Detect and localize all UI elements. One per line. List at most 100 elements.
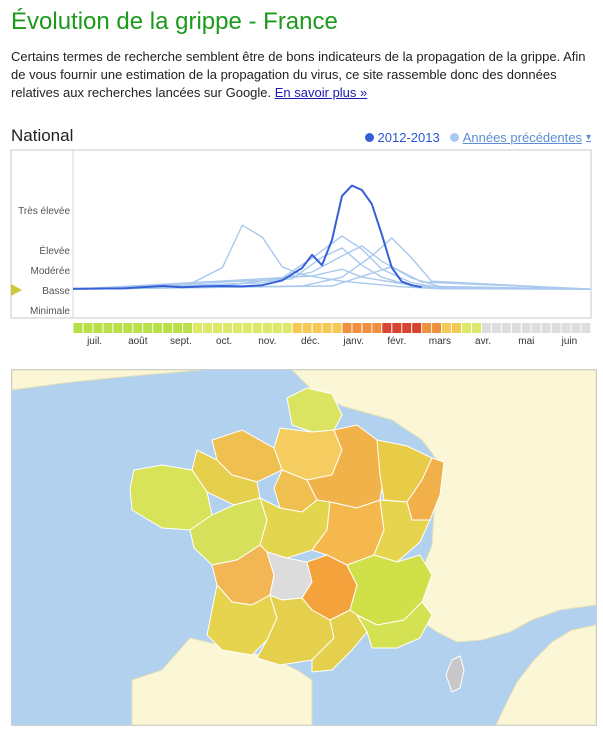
intensity-week (113, 323, 123, 333)
intensity-week (511, 323, 521, 333)
intensity-week (292, 323, 302, 333)
intensity-week (83, 323, 93, 333)
intensity-week (242, 323, 252, 333)
italy-land (495, 624, 596, 725)
legend-current-dot (364, 133, 374, 142)
region-languedoc-roussillon[interactable] (311, 609, 368, 673)
intensity-week (203, 323, 212, 333)
chart-frame (10, 149, 592, 319)
intensity-bar (73, 323, 591, 333)
region-corse[interactable] (445, 655, 465, 693)
intensity-week (183, 323, 193, 333)
intensity-week (501, 323, 511, 333)
legend-previous-dot (449, 133, 459, 142)
y-label: Minimale (30, 306, 70, 317)
intensity-week (232, 323, 242, 333)
x-label: oct. (216, 336, 232, 347)
intensity-week (412, 323, 422, 333)
intensity-week (462, 323, 471, 333)
intensity-week (352, 323, 362, 333)
learn-more-link[interactable]: En savoir plus » (274, 85, 368, 100)
previous-years-dropdown[interactable]: Années précédentes ▾ (449, 130, 591, 145)
intensity-week (73, 323, 83, 333)
x-label: janv. (342, 336, 363, 347)
intensity-week (93, 323, 103, 333)
intensity-week (392, 323, 402, 333)
intensity-week (163, 323, 173, 333)
previous-years-series (72, 224, 592, 290)
intensity-week (521, 323, 531, 333)
chart-plot-area (10, 149, 592, 319)
intensity-week (422, 323, 432, 333)
intensity-week (531, 323, 541, 333)
x-label: févr. (387, 336, 406, 347)
regions (129, 387, 465, 693)
england-land (12, 370, 203, 391)
intensity-week (312, 323, 322, 333)
y-label: Modérée (31, 266, 71, 277)
region-franche-comte[interactable] (373, 499, 431, 563)
legend-current: 2012-2013 (364, 130, 440, 145)
intensity-week (143, 323, 153, 333)
intensity-week (491, 323, 501, 333)
intensity-week (342, 323, 352, 333)
x-label: déc. (301, 336, 320, 347)
intensity-week (133, 323, 143, 333)
page-title: Évolution de la grippe - France (11, 8, 338, 35)
intensity-week (322, 323, 332, 333)
intensity-week (222, 323, 232, 333)
intensity-week (213, 323, 222, 333)
x-label: juil. (86, 336, 102, 347)
legend-previous-label: Années précédentes (462, 130, 582, 145)
chart-legend: 2012-2013 Années précédentes ▾ (364, 130, 591, 145)
chart-x-labels: juil. août sept. oct. nov. déc. janv. févr. mars… (86, 336, 577, 347)
national-title: National (11, 126, 74, 145)
intensity-week (472, 323, 481, 333)
intensity-week (193, 323, 202, 333)
intensity-week (581, 323, 591, 333)
y-label: Élevée (39, 244, 70, 257)
chart-y-labels: Très élevée Élevée Modérée Basse Minimale (18, 206, 70, 317)
previous-season-line (72, 266, 592, 290)
intensity-week (332, 323, 342, 333)
intensity-week (103, 323, 113, 333)
intensity-week (262, 323, 272, 333)
current-season-line (72, 184, 422, 290)
x-label: sept. (170, 336, 192, 347)
current-level-marker (11, 284, 22, 296)
x-label: juin (561, 336, 578, 347)
region-nord-pas-de-calais[interactable] (286, 387, 343, 433)
intensity-week (551, 323, 561, 333)
intro-text: Certains termes de recherche semblent êt… (11, 48, 596, 102)
intensity-week (432, 323, 442, 333)
x-label: avr. (475, 336, 491, 347)
x-label: août (128, 336, 148, 347)
intensity-week (252, 323, 262, 333)
intro-body: Certains termes de recherche semblent êt… (11, 49, 586, 100)
intensity-week (382, 323, 392, 333)
intensity-week (153, 323, 163, 333)
intensity-week (272, 323, 282, 333)
y-label: Basse (42, 286, 70, 297)
intensity-week (561, 323, 571, 333)
intensity-week (481, 323, 491, 333)
intensity-week (282, 323, 292, 333)
previous-season-line (72, 235, 592, 290)
chevron-down-icon: ▾ (585, 132, 591, 143)
level-marker-triangle (11, 284, 22, 296)
region-provence-alpes-cote-d-azur[interactable] (355, 601, 433, 649)
intensity-week (123, 323, 133, 333)
intensity-week (452, 323, 461, 333)
france-map[interactable] (11, 369, 597, 726)
intensity-week (372, 323, 382, 333)
current-season-series (72, 184, 422, 290)
x-label: mars (429, 336, 451, 347)
intensity-week (541, 323, 551, 333)
x-label: mai (518, 336, 534, 347)
intensity-week (442, 323, 452, 333)
intensity-week (571, 323, 581, 333)
x-label: nov. (258, 336, 276, 347)
intensity-week (362, 323, 372, 333)
intensity-week (173, 323, 183, 333)
intensity-week (402, 323, 412, 333)
